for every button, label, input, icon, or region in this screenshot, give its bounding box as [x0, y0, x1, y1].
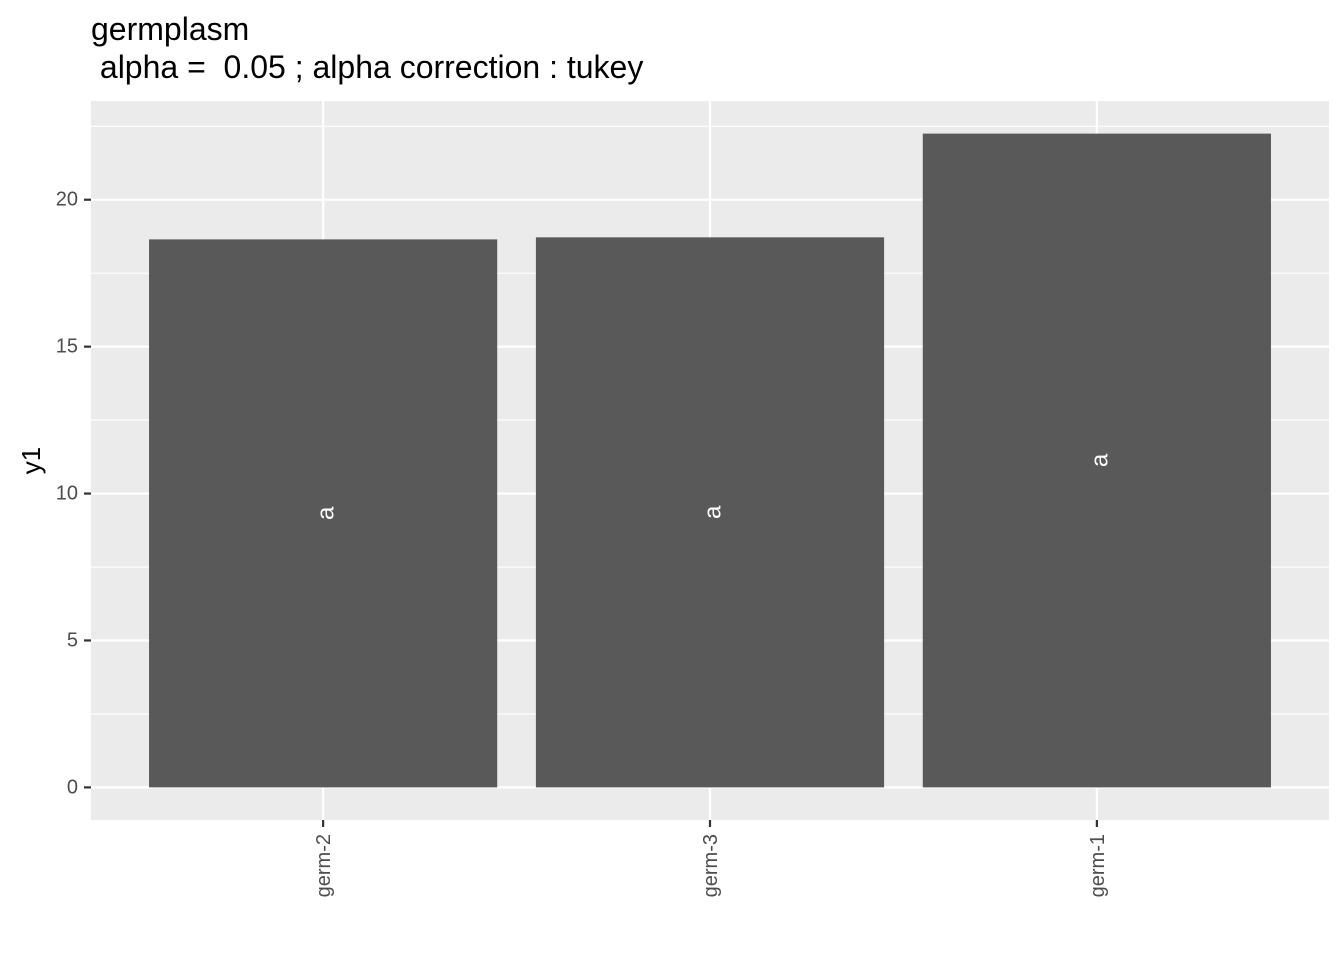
chart-title: germplasm [91, 11, 249, 47]
y-tick-label: 15 [56, 336, 78, 358]
axes: 0 5 10 15 20 germ-2 germ-3 germ-1 [56, 189, 1109, 898]
y-tick-label: 10 [56, 483, 78, 505]
chart-subtitle: alpha = 0.05 ; alpha correction : tukey [91, 49, 643, 85]
bar-germ-3 [535, 237, 885, 788]
bar-labels: a a a [313, 453, 1114, 520]
x-tick-label: germ-3 [700, 834, 722, 897]
x-tick-label: germ-2 [313, 834, 335, 897]
y-axis-title: y1 [16, 447, 46, 474]
bar-group-label: a [700, 505, 727, 519]
bar-group-label: a [1086, 453, 1113, 467]
bar-group-label: a [313, 506, 340, 520]
y-tick-label: 5 [67, 629, 78, 651]
y-tick-label: 0 [67, 776, 78, 798]
y-tick-label: 20 [56, 189, 78, 211]
bars [149, 133, 1271, 788]
x-tick-label: germ-1 [1087, 834, 1109, 897]
bar-germ-2 [149, 239, 498, 788]
bar-germ-1 [922, 133, 1271, 788]
